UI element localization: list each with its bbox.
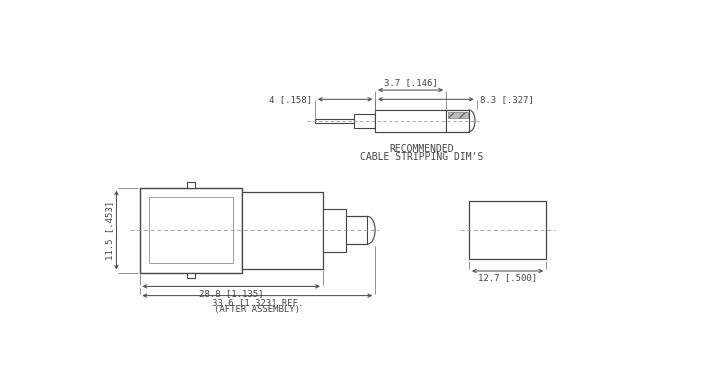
Bar — [346, 216, 367, 244]
Bar — [448, 111, 467, 118]
Text: 12.7 [.500]: 12.7 [.500] — [478, 273, 537, 282]
Text: 3.7 [.146]: 3.7 [.146] — [384, 78, 438, 87]
Bar — [315, 118, 354, 123]
Text: 8.3 [.327]: 8.3 [.327] — [480, 95, 534, 104]
Bar — [140, 188, 242, 273]
Text: CABLE STRIPPING DIM'S: CABLE STRIPPING DIM'S — [361, 152, 484, 161]
Bar — [242, 192, 323, 269]
Text: RECOMMENDED: RECOMMENDED — [390, 144, 454, 154]
Bar — [375, 110, 446, 132]
Bar — [375, 110, 446, 132]
Text: 4 [.158]: 4 [.158] — [269, 95, 312, 104]
Bar — [242, 192, 323, 269]
Bar — [469, 201, 546, 260]
Bar — [323, 209, 346, 252]
Bar — [354, 114, 375, 128]
Bar — [187, 273, 194, 278]
Bar — [187, 183, 194, 188]
Text: 33.6 [1.323] REF.: 33.6 [1.323] REF. — [212, 298, 303, 307]
Text: (AFTER ASSEMBLY): (AFTER ASSEMBLY) — [215, 305, 300, 314]
Bar — [446, 110, 469, 132]
Bar — [149, 197, 233, 263]
Text: 11.5 [.453]: 11.5 [.453] — [105, 201, 114, 260]
Text: 28.8 [1.135]: 28.8 [1.135] — [199, 289, 264, 298]
Bar — [323, 209, 346, 252]
